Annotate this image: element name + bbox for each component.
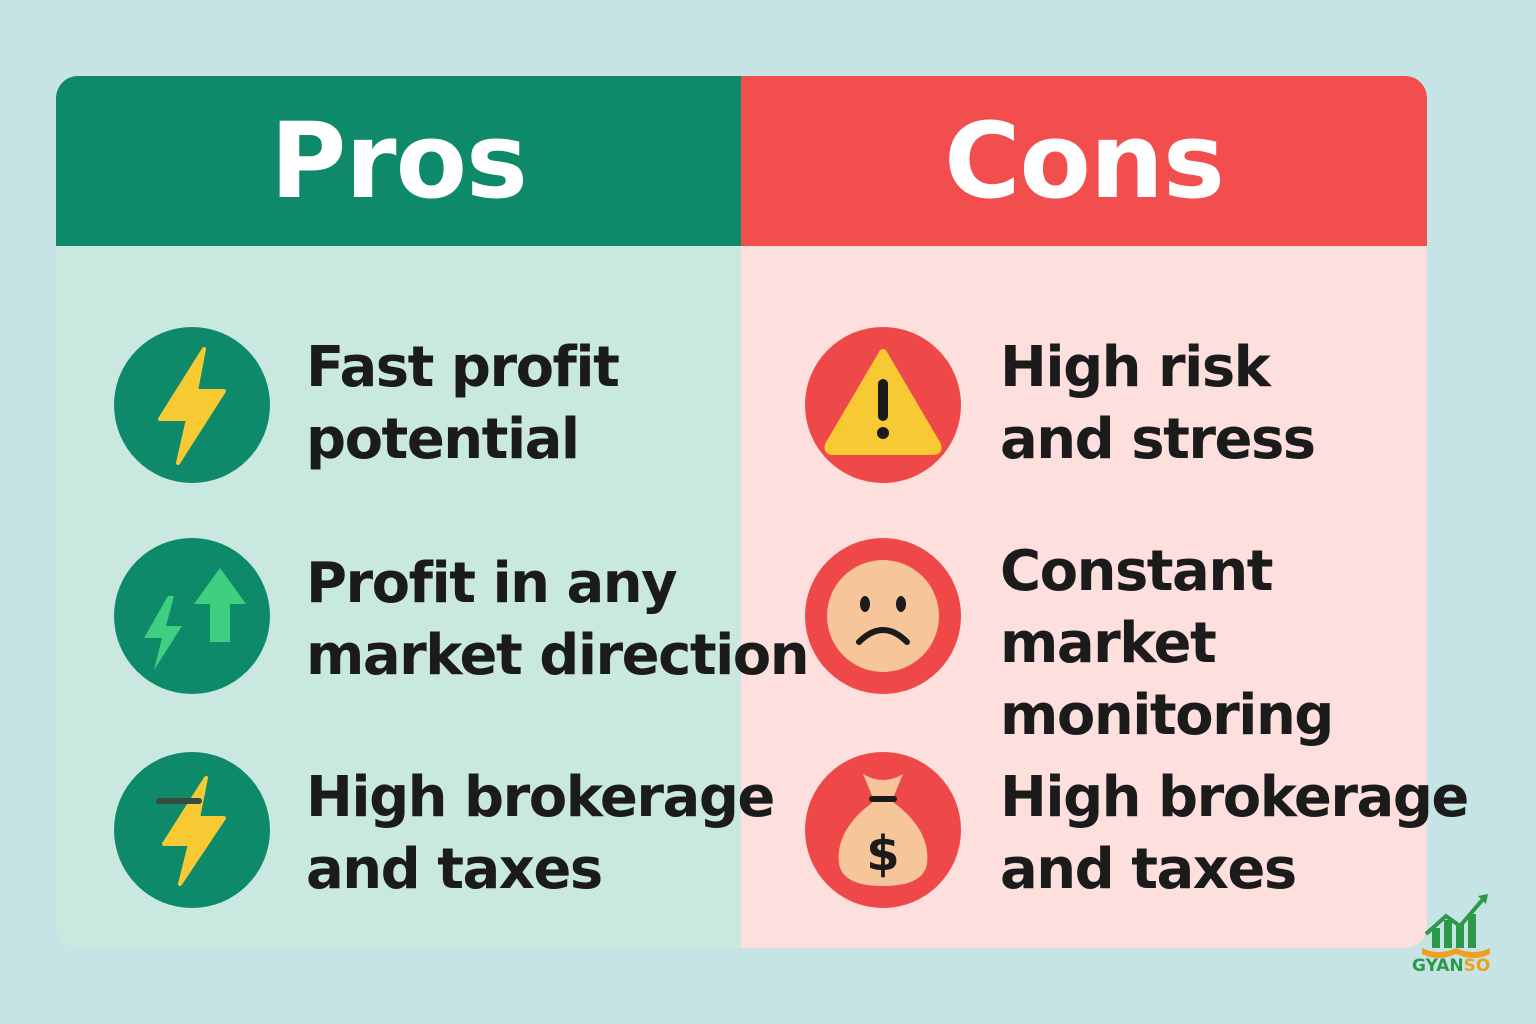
brand-name-part1: GYAN xyxy=(1412,956,1464,976)
cons-item-2-line3: monitoring xyxy=(1000,683,1334,748)
cons-item-3-line2: and taxes xyxy=(1000,837,1297,902)
lightning-bolt-icon xyxy=(114,752,270,908)
pros-item-2-line2: market direction xyxy=(306,623,810,688)
up-down-arrows-icon xyxy=(114,538,270,694)
warning-icon xyxy=(805,327,961,483)
pros-item-3-line2: and taxes xyxy=(306,837,603,902)
cons-item-1-line1: High risk xyxy=(1000,335,1271,400)
cons-item-3-line1: High brokerage xyxy=(1000,765,1469,830)
cons-item-1-line2: and stress xyxy=(1000,407,1316,472)
sad-face-icon xyxy=(805,538,961,694)
svg-text:$: $ xyxy=(866,826,899,882)
gyanso-logo-icon xyxy=(1408,890,1504,986)
cons-heading: Cons xyxy=(741,76,1427,246)
pros-item-2-line1: Profit in any xyxy=(306,551,678,616)
money-bag-icon: $ xyxy=(805,752,961,908)
lightning-bolt-icon xyxy=(114,327,270,483)
pros-item-1-line2: potential xyxy=(306,407,580,472)
brand-name-part2: SO xyxy=(1463,956,1491,976)
pros-heading: Pros xyxy=(56,76,741,246)
cons-item-2-line1: Constant xyxy=(1000,539,1273,604)
cons-item-2-line2: market xyxy=(1000,611,1217,676)
pros-item-3-line1: High brokerage xyxy=(306,765,775,830)
brand-name: GYANSO xyxy=(1412,956,1490,976)
pros-item-1-line1: Fast profit xyxy=(306,335,620,400)
